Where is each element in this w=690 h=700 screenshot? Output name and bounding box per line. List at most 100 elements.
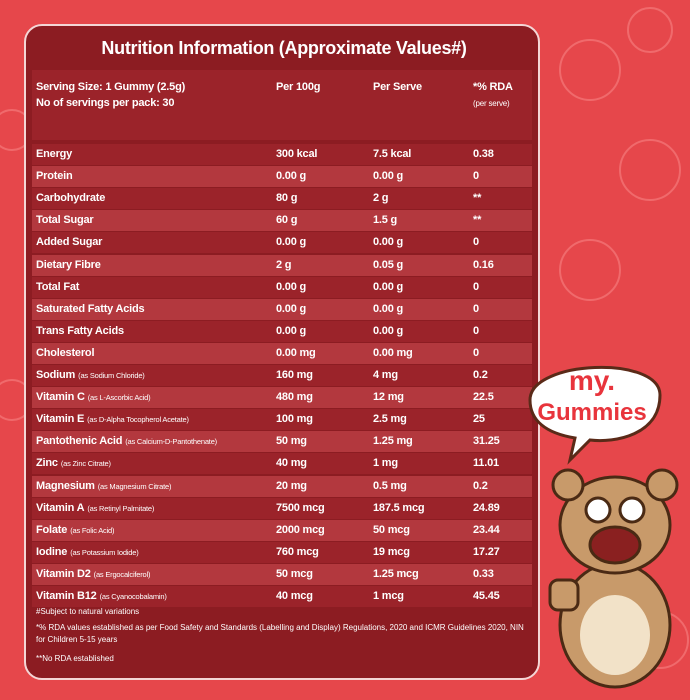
table-row: [32, 166, 532, 188]
per-100g: 0.00 g: [276, 236, 306, 249]
per-100g: 60 g: [276, 214, 298, 227]
nutrient-source: (as Retinyl Palmitate): [87, 503, 155, 513]
rda: 0: [473, 280, 479, 293]
per-100g: 0.00 g: [276, 280, 306, 293]
rda: 0.33: [473, 567, 494, 580]
nutrient-name: Magnesium (as Magnesium Citrate): [36, 480, 171, 492]
table-row: [32, 298, 532, 320]
nutrient-source: (as Cyanocobalamin): [99, 592, 167, 601]
table-row: [32, 541, 532, 563]
table-row: [32, 342, 532, 364]
per-serve: 2.5 mg: [373, 413, 407, 426]
per-100g: 160 mg: [276, 369, 313, 381]
nutrient-name: Vitamin B12 (as Cyanocobalamin): [36, 590, 167, 602]
header-band: [32, 70, 532, 140]
nutrient: Pantothenic Acid: [36, 435, 123, 448]
nutrient-source: (as Sodium Chloride): [78, 371, 145, 380]
rda: 0: [473, 324, 479, 337]
per-serve: 4 mg: [373, 369, 398, 381]
nutrient-name: Sodium (as Sodium Chloride): [36, 369, 145, 381]
rda: 45.45: [473, 590, 500, 602]
per-serve: 0.00 g: [373, 170, 403, 183]
nutrient: Protein: [36, 170, 73, 183]
per-100g: 40 mcg: [276, 590, 313, 602]
per-100g: 80 g: [276, 192, 298, 205]
nutrient-name: Total Sugar: [36, 214, 94, 226]
nutrient: Vitamin C: [36, 391, 85, 404]
nutrient: Dietary Fibre: [36, 258, 101, 271]
per-serve: 0.00 g: [373, 236, 403, 249]
rda: 0.2: [473, 479, 488, 492]
table-row: [32, 254, 532, 276]
rda: **: [473, 214, 482, 227]
rda: 25: [473, 413, 485, 426]
nutrient: Vitamin D2: [36, 567, 91, 580]
per-serve: 187.5 mcg: [373, 501, 425, 514]
per-100g: 100 mg: [276, 413, 313, 426]
per-100g: 0.00 g: [276, 170, 306, 183]
table-row: [32, 387, 532, 409]
nutrient: Saturated Fatty Acids: [36, 302, 145, 315]
table-row: [32, 210, 532, 232]
nutrient-name: Vitamin D2 (as Ergocalciferol): [36, 568, 150, 580]
nutrient-source: (as Zinc Citrate): [60, 459, 111, 469]
logo: my. Gummies: [520, 345, 670, 470]
per-serve: 1.25 mcg: [373, 567, 419, 580]
table-row: [32, 497, 532, 519]
nutrient-name: Total Fat: [36, 281, 79, 293]
per-serve: 0.5 mg: [373, 479, 407, 492]
nutrient-name: Zinc (as Zinc Citrate): [36, 457, 111, 469]
rda: 31.25: [473, 435, 500, 448]
per-100g: 20 mg: [276, 479, 307, 492]
per-serve: 0.00 mg: [373, 346, 413, 359]
nutrient: Vitamin E: [36, 413, 85, 426]
nutrient: Cholesterol: [36, 346, 95, 359]
nutrient: Energy: [36, 148, 73, 160]
footnote: #Subject to natural variations: [36, 607, 140, 616]
servings-per-pack: No of servings per pack: 30: [36, 97, 175, 109]
per-serve: 12 mg: [373, 391, 404, 404]
nutrient: Vitamin B12: [36, 590, 97, 602]
logo-line2: Gummies: [537, 399, 646, 426]
rda: 0.38: [473, 148, 494, 160]
per-serve: 7.5 kcal: [373, 148, 412, 160]
per-100g: 50 mg: [276, 435, 307, 448]
table-row: [32, 320, 532, 342]
nutrient: Total Sugar: [36, 214, 94, 227]
column-header: *% RDA: [473, 81, 513, 93]
table-row: [32, 453, 532, 475]
nutrient-name: Pantothenic Acid (as Calcium-D-Pantothena…: [36, 435, 217, 447]
rda: 0: [473, 346, 479, 359]
column-header: Per Serve: [373, 81, 422, 93]
nutrient-source: (as L-Ascorbic Acid): [87, 393, 151, 403]
serving-size: Serving Size: 1 Gummy (2.5g): [36, 81, 186, 93]
table-row: [32, 409, 532, 431]
nutrient-name: Energy: [36, 148, 72, 160]
per-serve: 0.00 g: [373, 324, 403, 337]
table-row: [32, 188, 532, 210]
nutrient: Magnesium: [36, 479, 95, 492]
nutrient-name: Carbohydrate: [36, 192, 105, 204]
nutrient-name: Saturated Fatty Acids: [36, 302, 145, 315]
table-row: [32, 144, 532, 165]
nutrient-source: (as Calcium-D-Pantothenate): [125, 437, 217, 447]
per-100g: 50 mcg: [276, 567, 313, 580]
nutrient-name: Folate (as Folic Acid): [36, 524, 115, 536]
per-serve: 19 mcg: [373, 545, 410, 558]
nutrient: Zinc: [36, 457, 58, 470]
per-serve: 0.00 g: [373, 302, 403, 315]
nutrient: Vitamin A: [36, 501, 85, 514]
table-row: [32, 519, 532, 541]
column-header: Per 100g: [276, 81, 321, 93]
rda: 24.89: [473, 501, 500, 514]
table-row: [32, 563, 532, 585]
table-row: [32, 586, 532, 607]
nutrient: Added Sugar: [36, 236, 103, 249]
rda: 22.5: [473, 391, 494, 404]
per-serve: 50 mcg: [373, 523, 410, 536]
logo-bubble: my. Gummies: [528, 365, 662, 465]
per-100g: 760 mcg: [276, 545, 319, 558]
nutrient-source: (as Magnesium Citrate): [97, 481, 172, 491]
table-row: [32, 232, 532, 254]
